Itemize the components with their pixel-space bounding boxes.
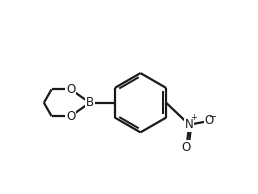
Text: B: B bbox=[86, 96, 94, 109]
Text: −: − bbox=[209, 112, 217, 122]
Text: N: N bbox=[185, 118, 194, 131]
Text: O: O bbox=[66, 110, 75, 123]
Text: O: O bbox=[205, 114, 214, 127]
Text: O: O bbox=[182, 141, 191, 154]
Text: O: O bbox=[66, 83, 75, 96]
Text: +: + bbox=[190, 113, 197, 122]
